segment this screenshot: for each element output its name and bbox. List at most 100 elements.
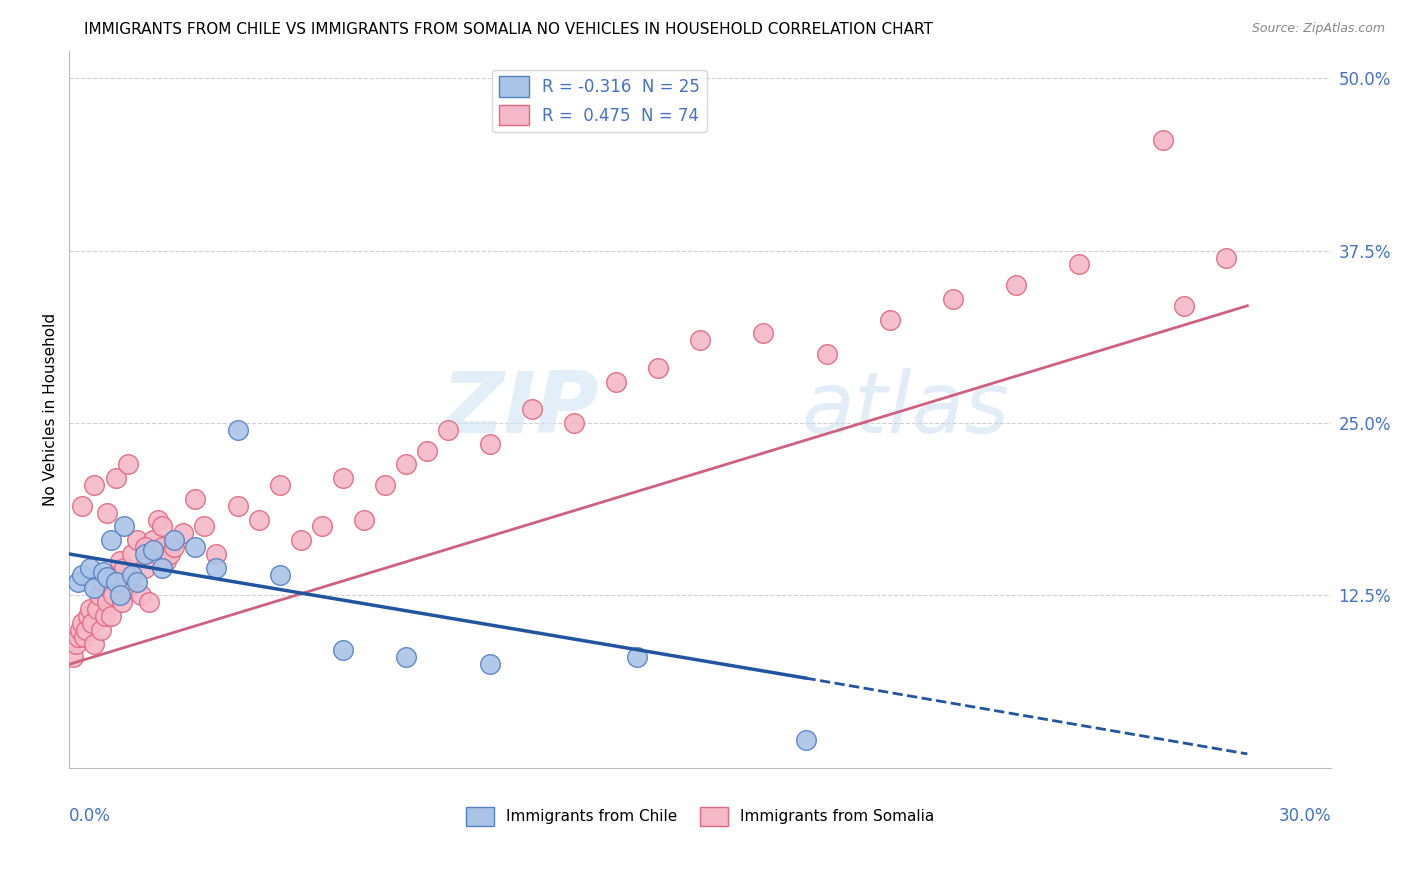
Point xyxy=(134,547,156,561)
Point xyxy=(172,526,194,541)
Point xyxy=(138,595,160,609)
Point xyxy=(87,588,110,602)
Point xyxy=(96,506,118,520)
Point xyxy=(125,574,148,589)
Point xyxy=(184,491,207,506)
Point xyxy=(605,375,627,389)
Point xyxy=(226,499,249,513)
Point xyxy=(374,478,396,492)
Point xyxy=(66,574,89,589)
Point xyxy=(82,615,104,630)
Point xyxy=(100,609,122,624)
Point xyxy=(163,540,186,554)
Point xyxy=(134,540,156,554)
Point xyxy=(478,657,501,672)
Point xyxy=(70,567,93,582)
Point xyxy=(112,561,135,575)
Point xyxy=(247,512,270,526)
Point xyxy=(395,458,418,472)
Point xyxy=(103,588,125,602)
Point xyxy=(142,533,165,548)
Point xyxy=(311,519,333,533)
Point xyxy=(353,512,375,526)
Point xyxy=(96,570,118,584)
Point xyxy=(111,595,134,609)
Point xyxy=(104,471,127,485)
Point xyxy=(69,623,91,637)
Point xyxy=(96,595,118,609)
Point xyxy=(1215,251,1237,265)
Point xyxy=(65,637,87,651)
Point xyxy=(98,582,121,596)
Point xyxy=(437,423,460,437)
Text: atlas: atlas xyxy=(801,368,1010,450)
Point xyxy=(626,650,648,665)
Point xyxy=(117,582,139,596)
Point xyxy=(90,623,112,637)
Point xyxy=(83,478,105,492)
Point xyxy=(942,292,965,306)
Point xyxy=(689,333,711,347)
Point xyxy=(121,547,143,561)
Point xyxy=(815,347,838,361)
Point xyxy=(752,326,775,341)
Point xyxy=(269,567,291,582)
Point xyxy=(159,547,181,561)
Point xyxy=(125,533,148,548)
Point xyxy=(75,623,97,637)
Point xyxy=(332,471,354,485)
Point xyxy=(83,582,105,596)
Point xyxy=(83,637,105,651)
Point xyxy=(91,565,114,579)
Point xyxy=(79,561,101,575)
Point xyxy=(70,499,93,513)
Point xyxy=(77,609,100,624)
Point xyxy=(108,554,131,568)
Point xyxy=(73,630,96,644)
Text: 30.0%: 30.0% xyxy=(1279,807,1331,825)
Point xyxy=(94,609,117,624)
Point xyxy=(395,650,418,665)
Point xyxy=(86,602,108,616)
Point xyxy=(70,615,93,630)
Point xyxy=(478,436,501,450)
Point xyxy=(879,312,901,326)
Point xyxy=(129,588,152,602)
Point xyxy=(647,360,669,375)
Point xyxy=(150,540,173,554)
Point xyxy=(269,478,291,492)
Point xyxy=(1067,257,1090,271)
Point xyxy=(163,533,186,548)
Point xyxy=(107,574,129,589)
Point xyxy=(150,561,173,575)
Point xyxy=(155,554,177,568)
Point xyxy=(150,519,173,533)
Point xyxy=(100,533,122,548)
Point xyxy=(520,402,543,417)
Point xyxy=(146,512,169,526)
Point xyxy=(121,567,143,582)
Legend: R = -0.316  N = 25, R =  0.475  N = 74: R = -0.316 N = 25, R = 0.475 N = 74 xyxy=(492,70,707,132)
Point xyxy=(205,561,228,575)
Point xyxy=(1173,299,1195,313)
Point xyxy=(794,733,817,747)
Text: IMMIGRANTS FROM CHILE VS IMMIGRANTS FROM SOMALIA NO VEHICLES IN HOUSEHOLD CORREL: IMMIGRANTS FROM CHILE VS IMMIGRANTS FROM… xyxy=(84,22,934,37)
Point xyxy=(416,443,439,458)
Point xyxy=(104,567,127,582)
Point xyxy=(108,588,131,602)
Text: 0.0%: 0.0% xyxy=(69,807,111,825)
Y-axis label: No Vehicles in Household: No Vehicles in Household xyxy=(44,312,58,506)
Point xyxy=(562,416,585,430)
Point xyxy=(112,519,135,533)
Point xyxy=(62,650,84,665)
Point xyxy=(134,561,156,575)
Point xyxy=(1152,133,1174,147)
Point xyxy=(142,542,165,557)
Point xyxy=(66,630,89,644)
Point xyxy=(104,574,127,589)
Point xyxy=(79,602,101,616)
Point xyxy=(205,547,228,561)
Point xyxy=(193,519,215,533)
Point xyxy=(290,533,312,548)
Text: Source: ZipAtlas.com: Source: ZipAtlas.com xyxy=(1251,22,1385,36)
